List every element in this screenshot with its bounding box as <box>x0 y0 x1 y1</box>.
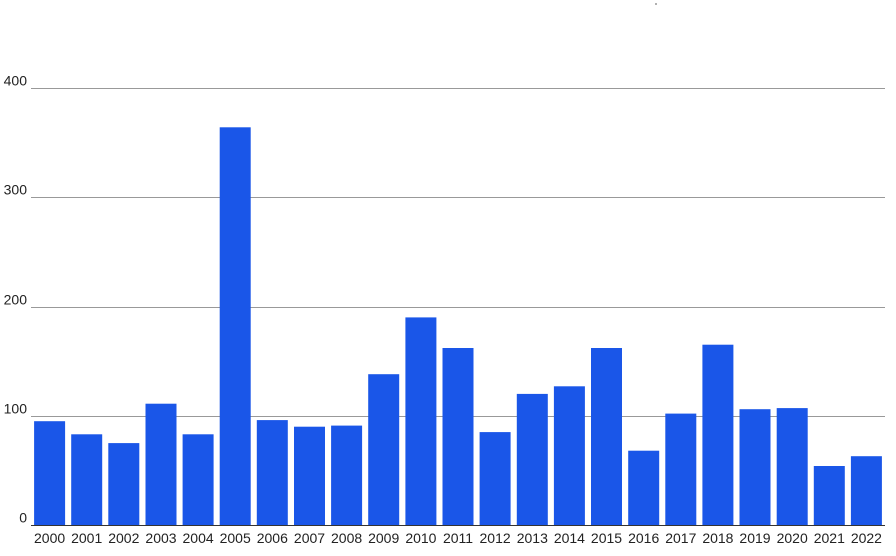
bar-2008 <box>331 425 363 525</box>
x-tick-label: 2016 <box>628 530 659 546</box>
x-tick-label: 2004 <box>183 530 214 546</box>
x-tick-label: 2011 <box>443 530 473 546</box>
bar-2009 <box>368 374 400 525</box>
x-axis-ticks: 2000 2001 2002 2003 2004 2005 2006 2007 2008 2009… <box>34 530 882 546</box>
bar-2004 <box>182 434 214 525</box>
x-tick-label: 2006 <box>257 530 288 546</box>
x-tick-label: 2005 <box>220 530 251 546</box>
x-tick-label: 2010 <box>405 530 436 546</box>
x-tick-label: 2013 <box>517 530 548 546</box>
x-tick-label: 2014 <box>554 530 585 546</box>
bar-2011 <box>442 348 474 525</box>
x-tick-label: 2009 <box>368 530 399 546</box>
x-tick-label: 2008 <box>331 530 362 546</box>
bar-2000 <box>34 421 66 525</box>
y-tick-label: 0 <box>19 510 27 526</box>
bars <box>34 127 882 526</box>
stray-dot <box>655 3 657 5</box>
bar-2013 <box>516 393 548 525</box>
y-tick-label: 100 <box>4 401 28 417</box>
x-tick-label: 2022 <box>851 530 882 546</box>
bar-2015 <box>591 348 622 525</box>
bar-2022 <box>850 456 882 525</box>
x-tick-label: 2021 <box>814 530 845 546</box>
x-tick-label: 2007 <box>294 530 325 546</box>
x-tick-label: 2018 <box>702 530 733 546</box>
x-tick-label: 2020 <box>777 530 808 546</box>
bar-2006 <box>256 420 288 525</box>
x-tick-label: 2002 <box>108 530 139 546</box>
x-tick-label: 2017 <box>665 530 696 546</box>
bar-2002 <box>108 443 140 525</box>
bar-2016 <box>628 450 660 525</box>
bar-2017 <box>665 413 697 525</box>
bar-2020 <box>776 408 808 525</box>
bar-2021 <box>813 466 845 525</box>
x-tick-label: 2001 <box>71 530 102 546</box>
x-tick-label: 2019 <box>739 530 770 546</box>
bar-2012 <box>479 432 511 525</box>
x-tick-label: 2000 <box>34 530 65 546</box>
bar-2003 <box>145 403 177 525</box>
x-tick-label: 2003 <box>145 530 176 546</box>
bar-2007 <box>294 426 325 525</box>
x-tick-label: 2015 <box>591 530 622 546</box>
y-tick-label: 400 <box>4 73 28 89</box>
bar-2019 <box>739 409 771 525</box>
y-tick-label: 300 <box>4 182 28 198</box>
y-axis-ticks: 0 100 200 300 400 <box>4 73 28 526</box>
bar-2005 <box>219 127 251 526</box>
x-tick-label: 2012 <box>480 530 511 546</box>
y-tick-label: 200 <box>4 292 28 308</box>
bar-2001 <box>71 434 103 525</box>
bar-2010 <box>405 317 437 525</box>
bar-2014 <box>553 386 585 525</box>
bar-2018 <box>702 344 734 525</box>
